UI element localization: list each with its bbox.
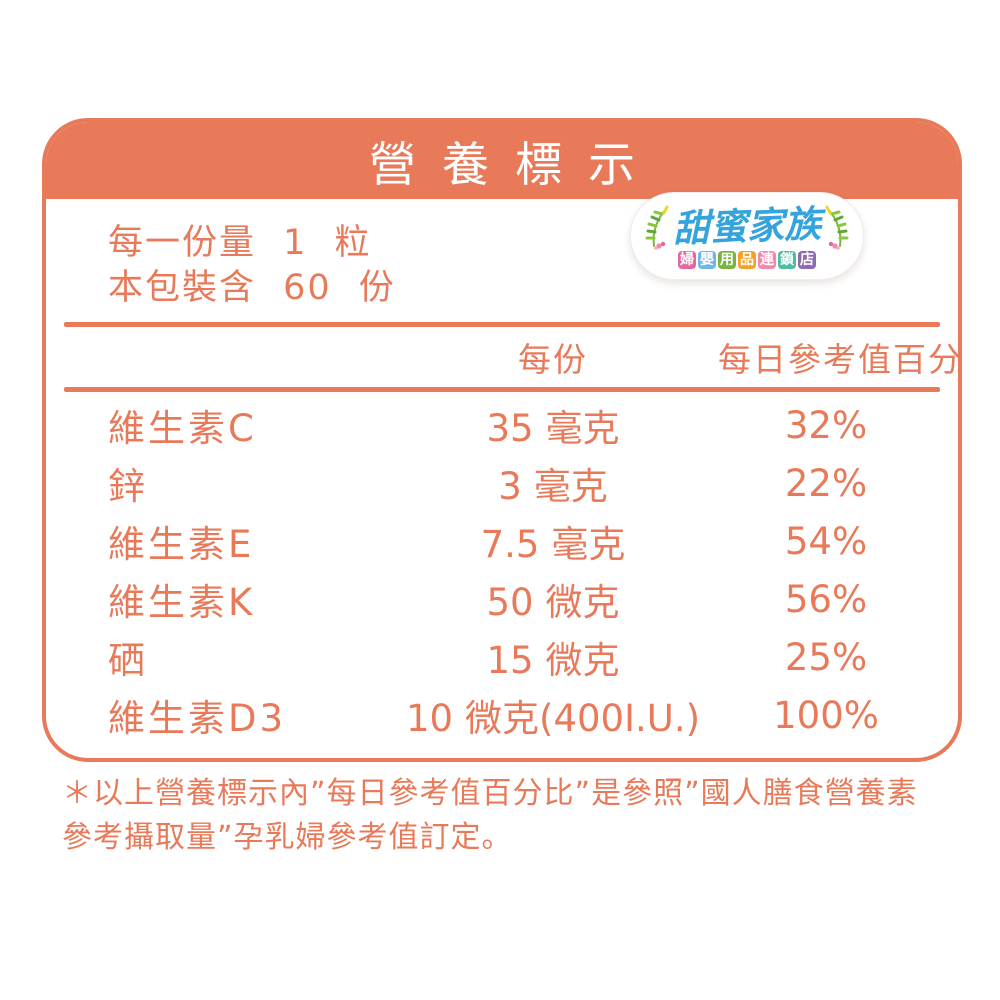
nutrient-amount: 10 微克(400I.U.): [388, 688, 718, 742]
divider-header: [64, 387, 940, 392]
table-row: 硒 15 微克 25%: [108, 628, 934, 686]
serving-section: 每一份量 1 粒 本包裝含 60 份 甜蜜家族: [46, 192, 958, 322]
table-row: 維生素K 50 微克 56%: [108, 570, 934, 628]
brand-row: 甜蜜家族: [644, 202, 850, 251]
tagline-badge: 嬰: [698, 250, 716, 269]
tagline-badge: 用: [718, 250, 736, 269]
nutrient-value: 7.5: [480, 523, 540, 566]
nutrient-daily-value: 32%: [784, 403, 868, 447]
nutrient-value: 15: [486, 639, 534, 682]
brand-logo: 甜蜜家族 婦 嬰 用 品 連: [630, 192, 864, 280]
nutrient-table: 維生素C 35 毫克 32% 鋅 3 毫克 22% 維生素E 7.5 毫克 54% 維…: [46, 392, 958, 744]
nutrient-daily-value: 25%: [784, 635, 868, 679]
column-header-per-serving: 每份: [518, 340, 588, 379]
nutrient-name: 維生素C: [108, 407, 257, 450]
fern-flower-icon: [825, 205, 849, 250]
nutrient-value: 35: [486, 407, 534, 450]
footnote-line: 參考攝取量”孕乳婦參考值訂定。: [62, 820, 513, 855]
nutrient-daily-value: 22%: [784, 461, 868, 505]
nutrient-unit: 微克: [545, 581, 620, 624]
nutrient-value: 10: [405, 697, 454, 740]
tagline-badge: 店: [798, 250, 816, 269]
nutrient-daily-value: 100%: [773, 693, 879, 737]
tagline-badge: 婦: [678, 250, 696, 269]
nutrient-amount: 7.5 毫克: [388, 514, 718, 568]
nutrient-unit: 微克: [545, 639, 620, 682]
footnote: ＊以上營養標示內”每日參考值百分比”是參照”國人膳食營養素 參考攝取量”孕乳婦參…: [62, 772, 952, 860]
nutrition-label-card: 營養標示 每一份量 1 粒 本包裝含 60 份 甜蜜家族: [42, 118, 962, 762]
nutrient-name: 維生素K: [108, 581, 256, 624]
page-title: 營養標示: [369, 138, 661, 193]
nutrient-unit: 毫克: [545, 407, 620, 450]
nutrient-daily-value: 54%: [784, 519, 868, 563]
footnote-line: ＊以上營養標示內”每日參考值百分比”是參照”國人膳食營養素: [62, 776, 918, 811]
nutrient-amount: 3 毫克: [388, 456, 718, 510]
tagline-badge: 鎖: [778, 250, 796, 269]
nutrient-amount: 15 微克: [388, 630, 718, 684]
nutrient-unit: 毫克: [533, 465, 608, 508]
table-header-row: 每份 每日參考值百分比: [46, 327, 958, 387]
table-row: 維生素E 7.5 毫克 54%: [108, 512, 934, 570]
divider-top: [64, 322, 940, 327]
nutrient-daily-value: 56%: [784, 577, 868, 621]
nutrient-name: 維生素D3: [108, 697, 287, 740]
nutrient-unit: 毫克: [551, 523, 626, 566]
nutrient-value: 50: [486, 581, 534, 624]
table-row: 鋅 3 毫克 22%: [108, 454, 934, 512]
nutrient-value: 3: [498, 465, 522, 508]
nutrient-name: 硒: [108, 639, 148, 682]
brand-tagline: 婦 嬰 用 品 連 鎖 店: [678, 250, 816, 269]
card-header: 營養標示: [46, 122, 958, 199]
nutrient-name: 維生素E: [108, 523, 255, 566]
tagline-badge: 連: [758, 250, 776, 269]
servings-per-pack-line: 本包裝含 60 份: [108, 268, 396, 308]
brand-name: 甜蜜家族: [672, 202, 822, 251]
fern-flower-icon: [645, 205, 669, 250]
nutrient-amount: 50 微克: [388, 572, 718, 626]
nutrient-name: 鋅: [108, 465, 148, 508]
table-row: 維生素D3 10 微克(400I.U.) 100%: [108, 686, 934, 744]
serving-size-line: 每一份量 1 粒: [108, 223, 372, 263]
column-header-daily-value: 每日參考值百分比: [718, 340, 962, 379]
table-row: 維生素C 35 毫克 32%: [108, 396, 934, 454]
nutrient-amount: 35 毫克: [388, 398, 718, 452]
tagline-badge: 品: [738, 250, 756, 269]
nutrient-unit: 微克(400I.U.): [465, 697, 701, 740]
